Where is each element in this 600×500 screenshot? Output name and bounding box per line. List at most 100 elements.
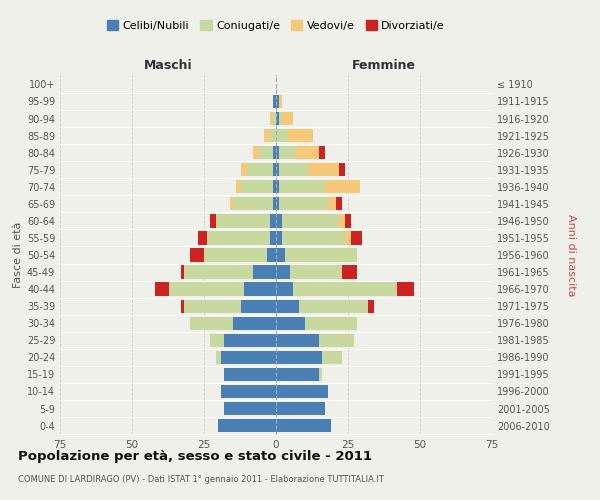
Bar (210, 214, 215, 228)
Bar (276, 146, 279, 160)
Bar (282, 214, 340, 228)
Bar (184, 300, 241, 313)
Bar (276, 282, 293, 296)
Bar (337, 197, 342, 210)
Bar (368, 300, 374, 313)
Y-axis label: Anni di nascita: Anni di nascita (566, 214, 577, 296)
Bar (322, 350, 342, 364)
Bar (276, 248, 284, 262)
Bar (241, 300, 276, 313)
Text: Femmine: Femmine (352, 60, 416, 72)
Bar (210, 334, 224, 347)
Bar (296, 146, 319, 160)
Bar (319, 146, 325, 160)
Bar (169, 282, 244, 296)
Bar (181, 300, 184, 313)
Bar (273, 146, 276, 160)
Bar (276, 180, 279, 194)
Bar (218, 419, 276, 432)
Bar (276, 334, 319, 347)
Bar (224, 368, 276, 381)
Bar (155, 282, 169, 296)
Bar (181, 266, 184, 278)
Bar (282, 112, 293, 125)
Bar (293, 282, 397, 296)
Bar (253, 266, 276, 278)
Bar (276, 197, 279, 210)
Bar (276, 163, 279, 176)
Bar (276, 112, 279, 125)
Bar (279, 95, 282, 108)
Bar (345, 232, 351, 244)
Bar (241, 163, 247, 176)
Bar (224, 402, 276, 415)
Bar (276, 385, 328, 398)
Bar (340, 214, 345, 228)
Bar (397, 282, 414, 296)
Bar (230, 197, 233, 210)
Text: Maschi: Maschi (143, 60, 193, 72)
Bar (287, 129, 313, 142)
Bar (279, 180, 325, 194)
Bar (247, 163, 273, 176)
Bar (233, 316, 276, 330)
Bar (221, 385, 276, 398)
Bar (340, 163, 345, 176)
Y-axis label: Fasce di età: Fasce di età (13, 222, 23, 288)
Bar (276, 316, 305, 330)
Bar (273, 112, 276, 125)
Bar (308, 163, 340, 176)
Bar (276, 300, 299, 313)
Bar (282, 232, 345, 244)
Bar (241, 180, 273, 194)
Bar (273, 95, 276, 108)
Text: Popolazione per età, sesso e stato civile - 2011: Popolazione per età, sesso e stato civil… (18, 450, 372, 463)
Bar (319, 368, 322, 381)
Bar (207, 232, 270, 244)
Bar (215, 350, 221, 364)
Bar (273, 163, 276, 176)
Bar (253, 146, 259, 160)
Bar (276, 368, 319, 381)
Bar (276, 266, 290, 278)
Bar (305, 316, 356, 330)
Bar (198, 232, 207, 244)
Bar (244, 282, 276, 296)
Bar (276, 402, 325, 415)
Bar (273, 197, 276, 210)
Bar (221, 350, 276, 364)
Bar (299, 300, 368, 313)
Bar (319, 334, 354, 347)
Bar (233, 197, 273, 210)
Bar (190, 316, 233, 330)
Bar (276, 419, 331, 432)
Bar (273, 180, 276, 194)
Bar (345, 214, 351, 228)
Bar (270, 112, 273, 125)
Bar (204, 248, 268, 262)
Bar (259, 146, 273, 160)
Bar (270, 129, 276, 142)
Bar (270, 232, 276, 244)
Text: COMUNE DI LARDIRAGO (PV) - Dati ISTAT 1° gennaio 2011 - Elaborazione TUTTITALIA.: COMUNE DI LARDIRAGO (PV) - Dati ISTAT 1°… (18, 475, 384, 484)
Bar (342, 266, 356, 278)
Bar (184, 266, 253, 278)
Bar (276, 129, 287, 142)
Bar (224, 334, 276, 347)
Bar (279, 197, 328, 210)
Bar (279, 146, 296, 160)
Bar (279, 112, 282, 125)
Bar (215, 214, 270, 228)
Bar (268, 248, 276, 262)
Bar (276, 95, 279, 108)
Bar (284, 248, 356, 262)
Bar (279, 163, 308, 176)
Legend: Celibi/Nubili, Coniugati/e, Vedovi/e, Divorziati/e: Celibi/Nubili, Coniugati/e, Vedovi/e, Di… (103, 16, 449, 35)
Bar (236, 180, 241, 194)
Bar (325, 180, 359, 194)
Bar (290, 266, 342, 278)
Bar (351, 232, 362, 244)
Bar (190, 248, 204, 262)
Bar (276, 232, 282, 244)
Bar (270, 214, 276, 228)
